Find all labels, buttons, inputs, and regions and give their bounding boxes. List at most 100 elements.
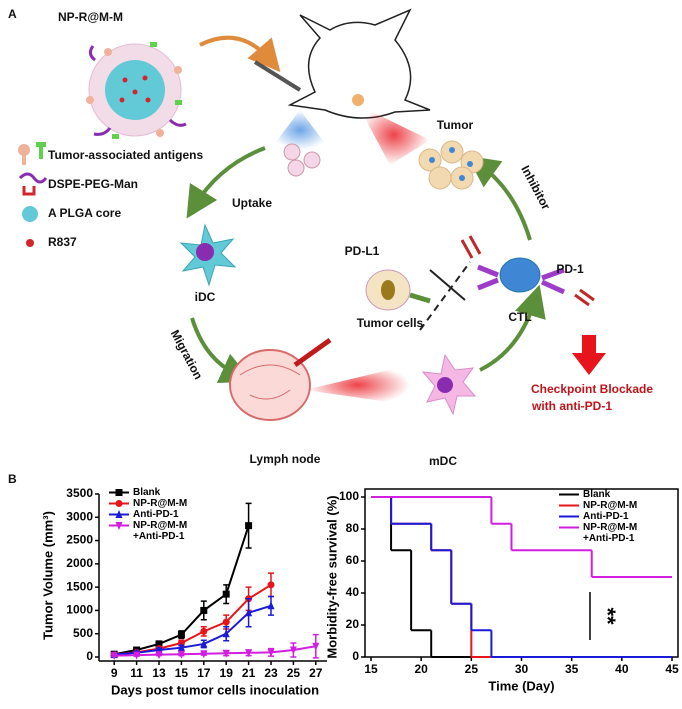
legend-label: DSPE-PEG-Man — [48, 177, 138, 191]
x-tick-label: 35 — [565, 662, 579, 676]
legend-label: Blank — [583, 489, 611, 500]
marker — [200, 606, 208, 614]
legend-swatch — [559, 526, 579, 529]
legend-item: NP-R@M-M +Anti-PD-1 — [108, 520, 187, 542]
y-tick-label: 2000 — [66, 556, 93, 570]
cell-label: CTL — [508, 310, 531, 324]
legend-item: NP-R@M-M — [558, 500, 637, 511]
legend-item: Anti-PD-1 — [558, 511, 637, 522]
marker — [222, 590, 230, 598]
legend-label: NP-R@M-M — [583, 500, 638, 511]
marker — [155, 640, 163, 648]
panel-label: A — [8, 7, 17, 21]
y-tick-label: 1500 — [66, 579, 93, 593]
significance-label: ** — [595, 607, 620, 625]
y-tick-label: 1000 — [66, 603, 93, 617]
cell-label: Tumor cells — [357, 316, 424, 330]
x-tick-label: 25 — [287, 666, 301, 680]
marker — [245, 522, 253, 530]
x-tick-label: 11 — [130, 666, 143, 680]
x-tick-label: 20 — [414, 662, 428, 676]
marker — [245, 608, 253, 617]
legend-label: Tumor-associated antigens — [48, 148, 203, 162]
legend-swatch — [559, 515, 579, 518]
legend-swatch — [109, 510, 129, 518]
nanoparticle-label: NP-R@M-M — [58, 10, 123, 24]
legend-swatch — [559, 504, 579, 507]
y-axis-label: Tumor Volume (mm³) — [40, 511, 55, 640]
x-tick-label: 13 — [152, 666, 166, 680]
y-tick-label: 100 — [339, 489, 359, 503]
legend-label: A PLGA core — [48, 206, 121, 220]
marker — [289, 646, 297, 655]
x-tick-label: 23 — [264, 666, 278, 680]
y-tick-label: 500 — [73, 626, 93, 640]
y-tick-label: 0 — [86, 649, 93, 663]
marker — [222, 618, 230, 626]
marker — [222, 649, 230, 658]
marker — [115, 500, 123, 507]
marker — [267, 648, 275, 657]
legend-item: Blank — [108, 487, 187, 498]
x-axis-label: Time (Day) — [488, 678, 554, 693]
x-tick-label: 45 — [665, 662, 679, 676]
x-tick-label: 21 — [242, 666, 256, 680]
schematic — [18, 8, 606, 421]
protein-label: PD-1 — [556, 262, 584, 276]
blockade-label: Checkpoint Blockade — [531, 382, 653, 396]
legend-swatch — [559, 493, 579, 496]
organ-label: Lymph node — [250, 452, 321, 466]
y-tick-label: 40 — [346, 585, 360, 599]
legend-item: Anti-PD-1 — [108, 509, 187, 520]
y-tick-label: 0 — [352, 649, 359, 663]
y-tick-label: 3500 — [66, 486, 93, 500]
x-tick-label: 30 — [515, 662, 529, 676]
y-axis-label: Morbidity-free survival (%) — [324, 495, 339, 658]
marker — [245, 649, 253, 658]
legend-swatch — [109, 522, 129, 530]
marker — [110, 652, 118, 661]
legend-swatch — [109, 489, 129, 496]
x-axis-label: Days post tumor cells inoculation — [111, 682, 319, 697]
x-tick-label: 19 — [220, 666, 234, 680]
legend-label: Blank — [133, 487, 161, 498]
legend-label: NP-R@M-M +Anti-PD-1 — [133, 520, 188, 542]
x-tick-label: 27 — [309, 666, 323, 680]
y-tick-label: 80 — [346, 521, 360, 535]
legend-label: NP-R@M-M — [133, 498, 188, 509]
legend-swatch — [109, 500, 129, 507]
series-line — [114, 645, 316, 657]
y-tick-label: 60 — [346, 553, 360, 567]
legend-label: R837 — [48, 235, 77, 249]
legend-label: NP-R@M-M +Anti-PD-1 — [583, 522, 638, 544]
step-label: Inhibitor — [518, 163, 553, 212]
legend-label: Anti-PD-1 — [133, 509, 179, 520]
marker — [177, 643, 185, 652]
x-tick-label: 17 — [197, 666, 211, 680]
marker — [155, 651, 163, 660]
legend-label: Anti-PD-1 — [583, 511, 629, 522]
marker — [115, 489, 123, 496]
x-tick-label: 40 — [615, 662, 629, 676]
marker — [267, 601, 275, 610]
y-tick-label: 3000 — [66, 509, 93, 523]
cell-label: mDC — [429, 454, 457, 468]
blockade-label: with anti-PD-1 — [531, 399, 612, 413]
x-tick-label: 15 — [175, 666, 189, 680]
marker — [200, 650, 208, 659]
tumor-label: Tumor — [437, 118, 474, 132]
cell-label: iDC — [195, 290, 216, 304]
y-tick-label: 20 — [346, 617, 360, 631]
series-line — [114, 604, 272, 656]
protein-label: PD-L1 — [345, 244, 380, 258]
legend: Blank NP-R@M-M Anti-PD-1 NP-R@M-M +Anti-PD-… — [558, 489, 637, 544]
marker — [222, 629, 230, 638]
x-tick-label: 15 — [364, 662, 378, 676]
step-label: Uptake — [232, 196, 272, 210]
marker — [267, 581, 275, 589]
legend-item: NP-R@M-M — [108, 498, 187, 509]
legend: Blank NP-R@M-M Anti-PD-1 NP-R@M-M +Anti-PD-… — [108, 487, 187, 542]
marker — [133, 651, 141, 660]
